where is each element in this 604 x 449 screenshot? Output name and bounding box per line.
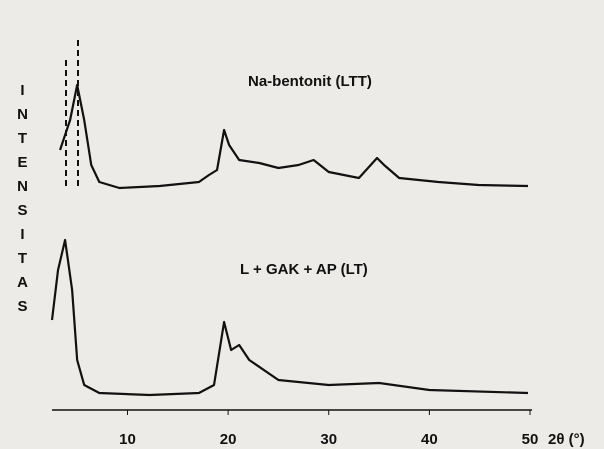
x-axis-label: 2θ (°) (548, 431, 585, 448)
x-tick-label: 50 (522, 431, 539, 448)
series-label: Na-bentonit (LTT) (248, 73, 372, 90)
y-axis-label: INTENSITAS (14, 82, 31, 322)
series-label: L + GAK + AP (LT) (240, 261, 368, 278)
xrd-curve (59, 83, 529, 190)
x-tick-label: 40 (421, 431, 438, 448)
xrd-curve (50, 238, 529, 397)
x-tick-label: 10 (119, 431, 136, 448)
x-tick-label: 30 (320, 431, 337, 448)
x-tick-label: 20 (220, 431, 237, 448)
